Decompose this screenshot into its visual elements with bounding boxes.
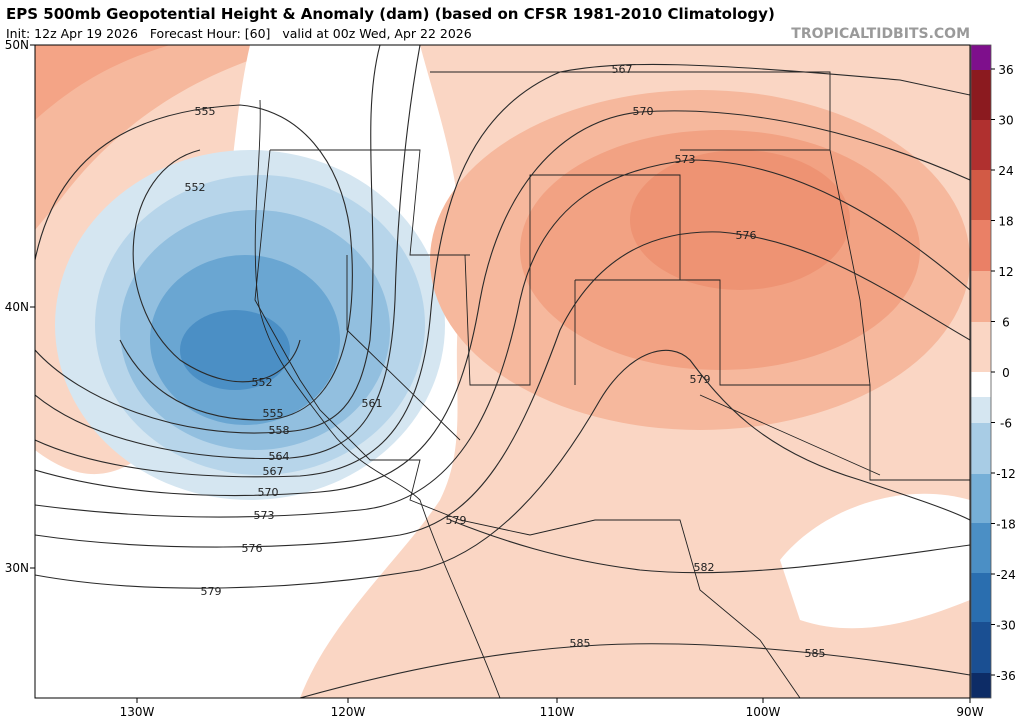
contour-label: 552 <box>252 376 273 389</box>
colorbar-tick-label: 24 <box>998 164 1013 178</box>
longitude-label: 90W <box>956 705 983 718</box>
latitude-label: 30N <box>5 561 29 575</box>
contour-label: 552 <box>185 181 206 194</box>
colorbar <box>970 44 992 699</box>
map-area <box>34 44 971 699</box>
contour-label: 564 <box>269 450 290 463</box>
contour-label: 570 <box>258 486 279 499</box>
contour-label: 570 <box>633 105 654 118</box>
contour-label: 555 <box>195 105 216 118</box>
colorbar-tick-label: -6 <box>1000 417 1012 431</box>
subtitle: Init: 12z Apr 19 2026 Forecast Hour: [60… <box>6 26 472 41</box>
longitude-label: 130W <box>120 705 155 718</box>
colorbar-tick-label: -36 <box>996 669 1016 683</box>
colorbar-tick-label: -30 <box>996 619 1016 633</box>
contour-label: 585 <box>805 647 826 660</box>
colorbar-tick-label: 36 <box>998 63 1013 77</box>
contour-label: 558 <box>269 424 290 437</box>
colorbar-tick-label: -12 <box>996 467 1016 481</box>
colorbar-tick-label: -18 <box>996 518 1016 532</box>
contour-label: 585 <box>570 637 591 650</box>
contour-label: 561 <box>362 397 383 410</box>
contour-label: 567 <box>612 63 633 76</box>
contour-label: 573 <box>254 509 275 522</box>
contour-label: 576 <box>242 542 263 555</box>
title: EPS 500mb Geopotential Height & Anomaly … <box>6 5 775 23</box>
contour-label: 582 <box>694 561 715 574</box>
longitude-label: 120W <box>331 705 366 718</box>
colorbar-tick-label: 6 <box>1002 316 1010 330</box>
longitude-label: 110W <box>540 705 575 718</box>
colorbar-tick-label: 30 <box>998 114 1013 128</box>
colorbar-tick-label: 12 <box>998 265 1013 279</box>
credit: TROPICALTIDBITS.COM <box>791 26 970 42</box>
contour-label: 579 <box>446 514 467 527</box>
contour-label: 576 <box>736 229 757 242</box>
contour-label: 567 <box>263 465 284 478</box>
colorbar-tick-label: -24 <box>996 568 1016 582</box>
latitude-label: 50N <box>5 38 29 52</box>
contour-label: 573 <box>675 153 696 166</box>
longitude-label: 100W <box>746 705 781 718</box>
contour-label: 579 <box>201 585 222 598</box>
colorbar-tick-label: 18 <box>998 215 1013 229</box>
colorbar-tick-label: 0 <box>1002 366 1010 380</box>
contour-label: 555 <box>263 407 284 420</box>
contour-label: 579 <box>690 373 711 386</box>
latitude-label: 40N <box>5 300 29 314</box>
